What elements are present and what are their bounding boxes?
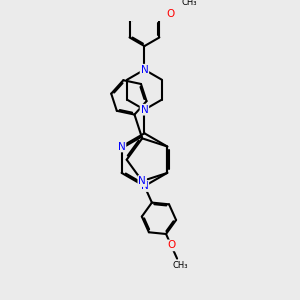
Text: N: N [118, 142, 125, 152]
Text: CH₃: CH₃ [172, 261, 188, 270]
Text: CH₃: CH₃ [182, 0, 197, 8]
Text: N: N [141, 181, 148, 191]
Text: N: N [141, 105, 148, 115]
Text: N: N [138, 176, 146, 186]
Text: O: O [167, 240, 175, 250]
Text: O: O [166, 9, 174, 19]
Text: N: N [141, 65, 148, 75]
